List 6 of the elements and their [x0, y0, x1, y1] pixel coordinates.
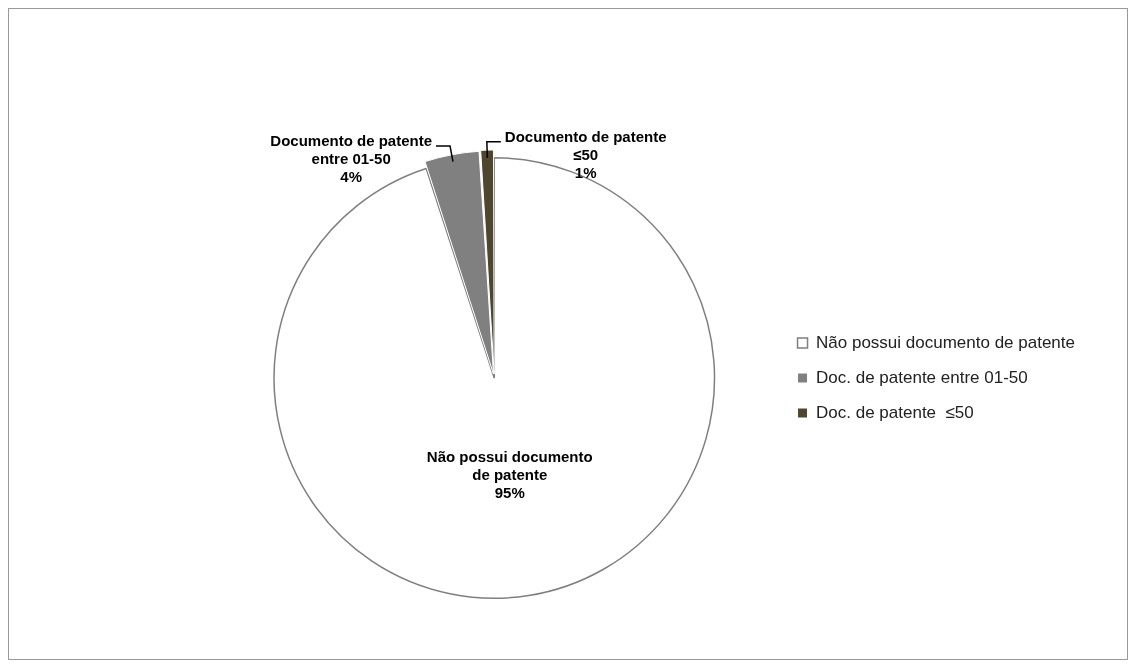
legend-label: Doc. de patente ≤50: [816, 402, 974, 422]
legend-label: Não possui documento de patente: [816, 332, 1076, 352]
data-label: Não possui documento de patente 95%: [426, 448, 593, 502]
legend-label: Doc. de patente entre 01-50: [816, 367, 1028, 387]
data-label: Documento de patente ≤50 1%: [504, 128, 667, 182]
data-label: Documento de patente entre 01-50 4%: [270, 132, 432, 186]
